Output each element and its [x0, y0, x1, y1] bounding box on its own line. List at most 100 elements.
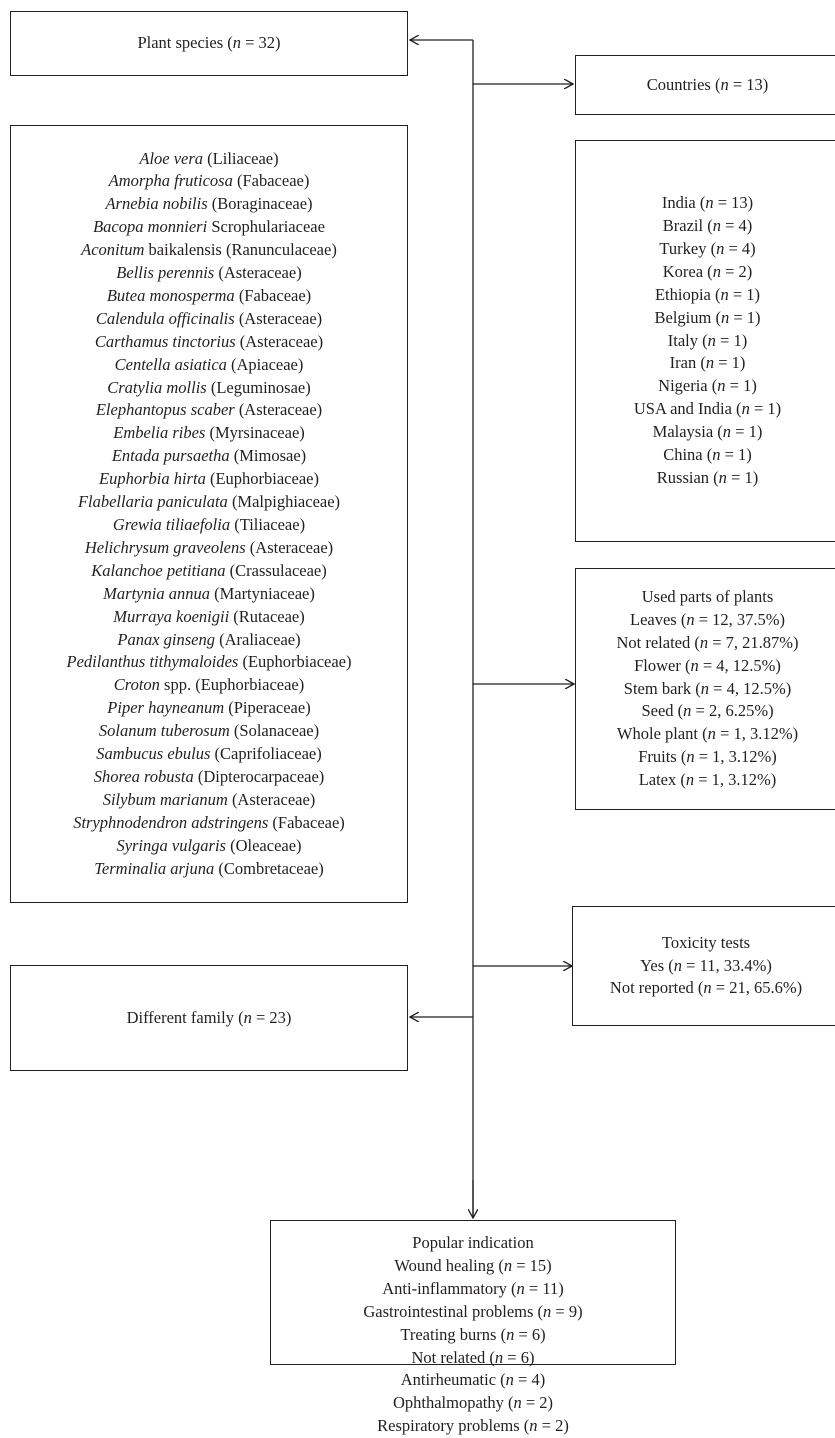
- italic-text: n: [686, 609, 695, 629]
- italic-text: n: [741, 399, 750, 419]
- text: baikalensis (Ranunculaceae): [144, 240, 337, 260]
- italic-text: n: [690, 655, 699, 675]
- text: Russian (: [656, 467, 719, 487]
- text: Latex (: [638, 770, 686, 790]
- list-item: Kalanchoe petitiana (Crassulaceae): [91, 560, 327, 583]
- list-item: Grewia tiliaefolia (Tiliaceae): [113, 514, 305, 537]
- text: = 13): [728, 74, 769, 94]
- italic-text: n: [685, 770, 695, 790]
- list-item: Brazil (n = 4): [663, 215, 753, 238]
- list-item: Not related (n = 7, 21.87%): [616, 632, 798, 655]
- list-item: Iran (n = 1): [670, 352, 746, 375]
- text: (Oleaceae): [225, 835, 302, 855]
- species-list-box: Aloe vera (Liliaceae) Amorpha fruticosa (…: [10, 125, 408, 903]
- text: = 1, 3.12%): [694, 747, 777, 767]
- italic-text: Entada pursaetha: [111, 446, 230, 466]
- list-item: Russian (n = 1): [657, 467, 758, 490]
- text: = 7, 21.87%): [708, 632, 799, 652]
- popular-indication-box: Popular indication Wound healing (n = 15)…: [270, 1220, 676, 1435]
- list-item: Elephantopus scaber (Asteraceae): [96, 399, 322, 422]
- italic-text: n: [683, 701, 692, 721]
- list-item: Bacopa monnieri Scrophulariaceae: [93, 216, 325, 239]
- list-item: Shorea robusta (Dipterocarpaceae): [94, 766, 325, 789]
- text: = 11): [524, 1278, 564, 1298]
- italic-text: Helichrysum graveolens: [84, 537, 246, 557]
- text: = 2): [537, 1416, 569, 1436]
- text: = 6): [514, 1324, 546, 1344]
- list-item: Euphorbia hirta (Euphorbiaceae): [99, 468, 319, 491]
- list-item: Respiratory problems (n = 2): [377, 1415, 569, 1438]
- italic-text: n: [717, 376, 726, 396]
- text: Ethiopia (: [654, 284, 721, 304]
- text: (Boraginaceae): [207, 194, 313, 214]
- italic-text: Kalanchoe petitiana: [91, 560, 226, 580]
- italic-text: Cratylia mollis: [107, 377, 207, 397]
- italic-text: Shorea robusta: [93, 766, 194, 786]
- list-item: Antirheumatic (n = 4): [401, 1369, 545, 1392]
- italic-text: n: [505, 1370, 514, 1390]
- italic-text: Martynia annua: [103, 583, 210, 603]
- list-item: Gastrointestinal problems (n = 9): [363, 1301, 582, 1324]
- list-item: Centella asiatica (Apiaceae): [115, 354, 304, 377]
- text: Used parts of plants: [641, 586, 774, 606]
- list-item: Not related (n = 6): [412, 1347, 535, 1370]
- list-item: China (n = 1): [663, 444, 752, 467]
- text: (Myrsinaceae): [205, 423, 305, 443]
- text: Scrophulariaceae: [207, 217, 325, 237]
- text: = 1): [720, 445, 752, 465]
- italic-text: n: [494, 1347, 504, 1367]
- list-item: Fruits (n = 1, 3.12%): [638, 746, 777, 769]
- list-item: Popular indication: [412, 1232, 533, 1255]
- list-item: Anti-inflammatory (n = 11): [382, 1278, 563, 1301]
- italic-text: n: [516, 1278, 525, 1298]
- text: (Apiaceae): [226, 354, 304, 374]
- text: Not related (: [411, 1347, 495, 1367]
- text: = 11, 33.4%): [682, 955, 772, 975]
- text: Stem bark (: [623, 678, 701, 698]
- list-item: Used parts of plants: [642, 586, 774, 609]
- list-item: Syringa vulgaris (Oleaceae): [116, 835, 301, 858]
- italic-text: n: [720, 74, 729, 94]
- text: Different family (: [126, 1007, 244, 1027]
- list-item: Leaves (n = 12, 37.5%): [630, 609, 785, 632]
- italic-text: Murraya koenigii: [113, 606, 230, 626]
- text: (Solanaceae): [229, 721, 320, 741]
- text: Yes (: [640, 955, 674, 975]
- text: Fruits (: [638, 747, 687, 767]
- italic-text: n: [705, 353, 715, 373]
- list-item: Cratylia mollis (Leguminosae): [107, 377, 310, 400]
- list-item: Italy (n = 1): [668, 330, 747, 353]
- text: = 6): [503, 1347, 535, 1367]
- italic-text: n: [718, 467, 727, 487]
- list-item: Panax ginseng (Araliaceae): [117, 629, 300, 652]
- text: Toxicity tests: [661, 932, 751, 952]
- text: Flower (: [634, 655, 691, 675]
- list-item: Aloe vera (Liliaceae): [139, 148, 278, 171]
- text: Brazil (: [662, 216, 713, 236]
- text: (Asteraceae): [234, 400, 323, 420]
- italic-text: n: [543, 1301, 552, 1321]
- italic-text: n: [720, 284, 729, 304]
- toxicity-tests-box: Toxicity tests Yes (n = 11, 33.4%) Not rep…: [572, 906, 835, 1026]
- text: India (: [661, 193, 706, 213]
- text: (Fabaceae): [232, 171, 310, 191]
- text: (Dipterocarpaceae): [193, 766, 325, 786]
- italic-text: Aloe vera: [139, 148, 204, 168]
- text: Not reported (: [609, 978, 704, 998]
- text: Popular indication: [412, 1233, 534, 1252]
- text: Wound healing (: [394, 1255, 504, 1275]
- italic-text: Solanum tuberosum: [98, 721, 230, 741]
- list-item: Piper hayneanum (Piperaceae): [107, 697, 310, 720]
- text: (Asteraceae): [227, 789, 316, 809]
- text: (Fabaceae): [268, 812, 345, 832]
- list-item: India (n = 13): [662, 192, 753, 215]
- text: = 1): [726, 467, 759, 487]
- italic-text: n: [503, 1255, 513, 1275]
- text: (Mimosae): [229, 446, 307, 466]
- text: Korea (: [662, 261, 713, 281]
- italic-text: Terminalia arjuna: [94, 858, 215, 878]
- text: = 21, 65.6%): [711, 978, 803, 998]
- text: (Araliaceae): [214, 629, 301, 649]
- italic-text: n: [716, 238, 725, 258]
- italic-text: n: [712, 445, 721, 465]
